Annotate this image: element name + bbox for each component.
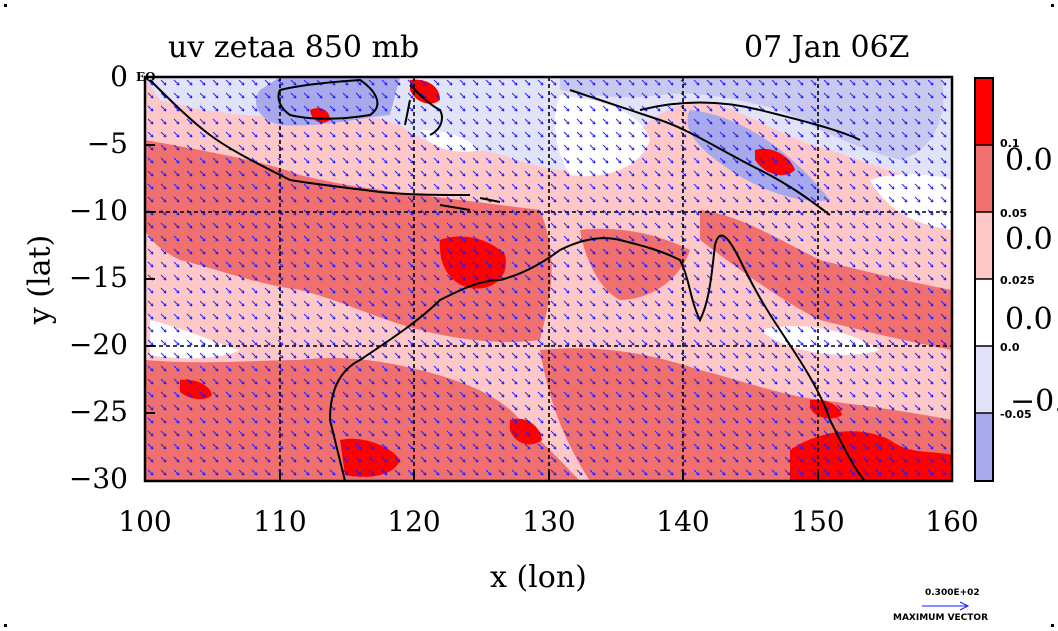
colorbar bbox=[974, 77, 994, 482]
plot-time: 07 Jan 06Z bbox=[744, 30, 910, 65]
colorbar-bigtext-1: 0.0 bbox=[1005, 222, 1053, 257]
equator-label: EQ bbox=[136, 70, 156, 84]
ytick-6: −30 bbox=[68, 462, 128, 495]
y-axis-label: y (lat) bbox=[22, 234, 58, 325]
colorbar-bigtext-0: 0.0 bbox=[1005, 143, 1053, 178]
coastlines bbox=[149, 78, 866, 481]
plot-title: uv zetaa 850 mb bbox=[168, 30, 420, 65]
xtick-5: 150 bbox=[791, 505, 845, 538]
xtick-4: 140 bbox=[656, 505, 710, 538]
colorbar-bigtext-3: −0. bbox=[1010, 384, 1058, 419]
ytick-3: −15 bbox=[68, 261, 128, 294]
ytick-5: −25 bbox=[68, 395, 128, 428]
x-axis-label: x (lon) bbox=[490, 560, 587, 595]
colorbar-label-3: 0.0 bbox=[1000, 341, 1020, 354]
ytick-2: −10 bbox=[68, 194, 128, 227]
colorbar-label-0: 0.1 bbox=[1000, 137, 1020, 150]
xtick-1: 110 bbox=[253, 505, 307, 538]
colorbar-label-2: 0.025 bbox=[1000, 274, 1035, 287]
xtick-0: 100 bbox=[118, 505, 172, 538]
ytick-0: 0 bbox=[110, 60, 128, 93]
grid bbox=[145, 77, 952, 481]
colorbar-label-1: 0.05 bbox=[1000, 207, 1028, 220]
ytick-4: −20 bbox=[68, 328, 128, 361]
vorticity-field bbox=[145, 77, 952, 481]
xtick-3: 130 bbox=[522, 505, 576, 538]
colorbar-bigtext-2: 0.0 bbox=[1005, 302, 1053, 337]
colorbar-label-4: -0.05 bbox=[1000, 408, 1032, 421]
ytick-1: −5 bbox=[86, 127, 128, 160]
xtick-6: 160 bbox=[925, 505, 979, 538]
xtick-2: 120 bbox=[387, 505, 441, 538]
vector-key-value: 0.300E+02 bbox=[925, 588, 980, 598]
vector-key-arrow bbox=[922, 601, 970, 611]
vector-key-label: MAXIMUM VECTOR bbox=[893, 613, 989, 623]
